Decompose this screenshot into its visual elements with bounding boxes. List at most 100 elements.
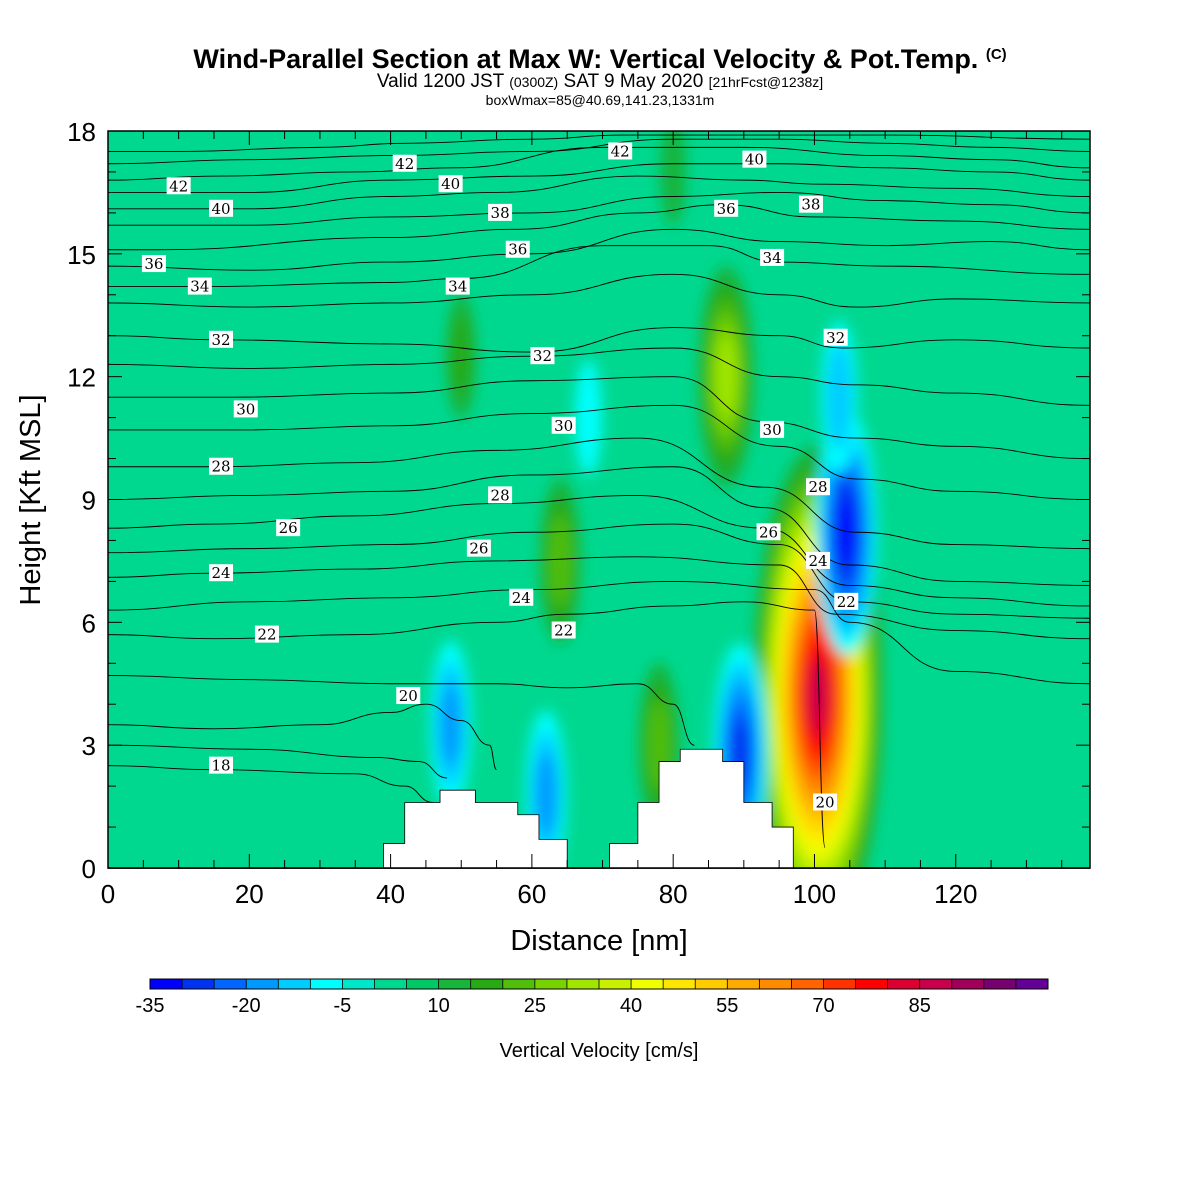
colorbar-swatch (823, 979, 856, 989)
theta-contour-38 (108, 175, 1090, 210)
contour-label-box (187, 277, 212, 295)
x-tick-label: 80 (659, 879, 688, 909)
contour-label: 38 (801, 196, 820, 214)
terrain-profile (107, 748, 1091, 869)
y-tick-label: 12 (67, 363, 96, 393)
theta-contour-19 (108, 744, 448, 779)
contour-label-box (551, 621, 576, 639)
contour-label-box (760, 248, 785, 266)
x-tick-label: 20 (235, 879, 264, 909)
y-tick-label: 15 (67, 240, 96, 270)
colorbar-swatch (759, 979, 792, 989)
valid-time: Valid 1200 JST (376, 71, 504, 92)
copyright-mark: (C) (985, 46, 1007, 63)
y-axis-label: Height [Kft MSL] (15, 394, 47, 605)
contour-label-box (608, 142, 633, 160)
contour-label-box (834, 592, 859, 610)
contour-label-box (392, 154, 417, 172)
valid-date: SAT 9 May 2020 (563, 71, 704, 92)
contour-label-box (233, 400, 258, 418)
colorbar-swatch (1015, 979, 1049, 989)
colorbar-tick-label: 70 (812, 995, 834, 1017)
y-tick-label: 3 (82, 731, 96, 761)
contour-label-box (823, 328, 848, 346)
theta-contour-20 (108, 703, 498, 771)
colorbar-swatch (566, 979, 600, 989)
contour-label-box (488, 203, 513, 221)
contour-label-box (551, 416, 576, 434)
contour-label-box (530, 347, 555, 365)
theta-contour-31 (108, 347, 1090, 406)
colorbar-swatch (310, 979, 343, 989)
contour-label: 36 (508, 241, 527, 259)
x-tick-label: 120 (934, 879, 977, 909)
theta-contour-36 (108, 204, 1090, 251)
contour-label: 36 (144, 255, 163, 273)
contour-label-box (756, 523, 781, 541)
field-base (108, 131, 1090, 868)
updraft-core-2 (548, 515, 572, 607)
theta-contour-18 (108, 765, 434, 803)
colorbar-tick-label: 40 (620, 995, 642, 1017)
contour-label: 18 (211, 757, 230, 775)
downdraft-core-9 (535, 752, 557, 837)
contour-label-box (438, 175, 463, 193)
title-text: Wind-Parallel Section at Max W: Vertical… (193, 44, 979, 74)
contour-label: 22 (257, 626, 276, 644)
theta-contour-29 (108, 404, 1090, 500)
contour-label: 20 (399, 687, 418, 705)
colorbar-swatch (502, 979, 536, 989)
colorbar-swatch (214, 979, 247, 989)
contour-label: 34 (763, 249, 782, 267)
colorbar-swatch (182, 979, 215, 989)
colorbar-swatch (374, 979, 407, 989)
contour-label: 28 (491, 486, 510, 504)
contour-label-box (742, 150, 767, 168)
contour-label: 24 (512, 589, 531, 607)
x-axis-ticks: 0 20 40 60 80 100 120 (101, 131, 1063, 909)
x-tick-label: 100 (793, 879, 836, 909)
colorbar-tick-label: 10 (428, 995, 450, 1017)
colorbar-label: Vertical Velocity [cm/s] (500, 1040, 699, 1062)
contour-label-box (806, 551, 831, 569)
colorbar-tick-label: 25 (524, 995, 546, 1017)
downdraft-core-10 (574, 359, 602, 476)
contour-label: 36 (717, 200, 736, 218)
contour-label-box (209, 564, 234, 582)
contour-label: 28 (211, 458, 230, 476)
updraft-core-5 (660, 131, 687, 226)
colorbar-swatch (663, 979, 696, 989)
theta-contour-28 (108, 437, 1090, 550)
colorbar-swatch (246, 979, 279, 989)
contour-label-box (209, 330, 234, 348)
contour-label: 40 (441, 175, 460, 193)
colorbar-swatch (951, 979, 985, 989)
box-info: boxWmax=85@40.69,141.23,1331m (485, 92, 715, 108)
colorbar-swatch (631, 979, 664, 989)
theta-contour-40 (108, 146, 1090, 181)
downdraft-core-6 (837, 497, 856, 568)
theta-contour-27 (108, 466, 1090, 586)
contour-label: 42 (611, 142, 630, 160)
contour-label-box (488, 486, 513, 504)
colorbar-swatch (791, 979, 824, 989)
theta-contour-21 (108, 675, 695, 746)
theta-contour-23 (108, 580, 1090, 685)
contour-label-box (209, 756, 234, 774)
downdraft-core-11 (826, 343, 853, 451)
x-tick-label: 0 (101, 879, 115, 909)
contour-label-box (396, 687, 421, 705)
contour-label: 24 (211, 564, 230, 582)
updraft-core-1 (715, 335, 737, 419)
contour-label-box (209, 457, 234, 475)
contour-label: 22 (837, 593, 856, 611)
colorbar: -35 -20 -5 10 25 40 55 70 85 (136, 978, 1049, 1017)
contour-label: 32 (211, 331, 230, 349)
colorbar-swatch (983, 979, 1017, 989)
contour-label-box (209, 199, 234, 217)
colorbar-tick-label: -5 (334, 995, 352, 1017)
forecast-info: [21hrFcst@1238z] (708, 74, 824, 90)
theta-contour-25 (108, 523, 1090, 619)
